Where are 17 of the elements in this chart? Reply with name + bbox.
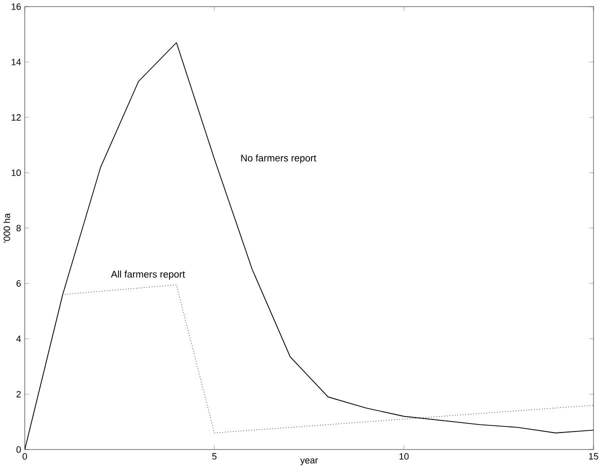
text: No farmers report bbox=[241, 154, 316, 164]
x-tick-label: 0 bbox=[22, 453, 27, 460]
y-tick-label: 16 bbox=[12, 4, 21, 10]
y-tick-label: 6 bbox=[16, 280, 21, 287]
x-axis-title: year bbox=[300, 458, 318, 466]
y-axis-title: '000 ha bbox=[3, 213, 10, 243]
y-tick-label: 2 bbox=[16, 391, 21, 398]
y-tick-label: 0 bbox=[16, 446, 21, 453]
x-tick-label: 10 bbox=[400, 453, 409, 460]
y-tick-label: 12 bbox=[12, 114, 21, 121]
x-tick-label: 5 bbox=[212, 453, 217, 460]
y-tick-label: 14 bbox=[12, 59, 21, 66]
y-tick-label: 8 bbox=[16, 224, 21, 232]
y-tick-label: 10 bbox=[12, 170, 21, 176]
series-label: All farmers report bbox=[110, 270, 186, 280]
y-tick-label: 4 bbox=[16, 336, 21, 342]
x-tick-label: 15 bbox=[589, 453, 598, 460]
